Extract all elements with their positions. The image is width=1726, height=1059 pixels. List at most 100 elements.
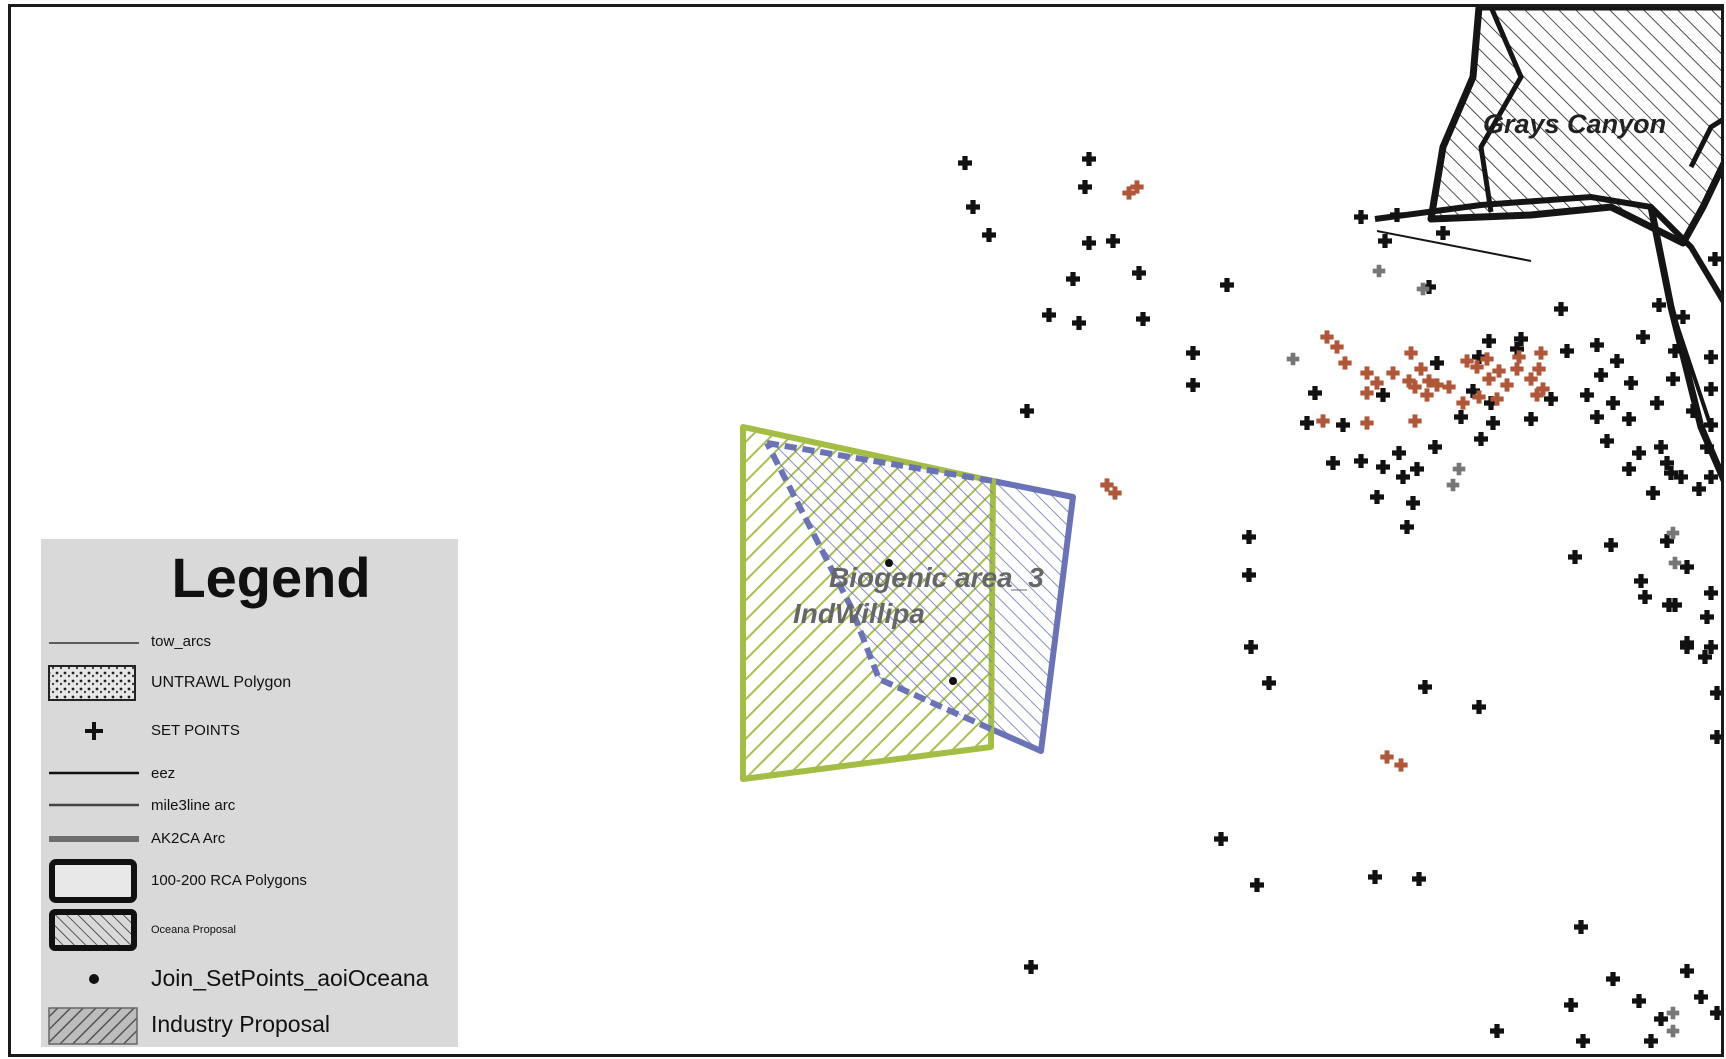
set-point-marker [1320, 330, 1334, 344]
set-point-marker [1472, 350, 1486, 364]
set-point-marker [1574, 920, 1588, 935]
legend-label: mile3line arc [151, 797, 236, 814]
grays-canyon-polygon[interactable] [1374, 7, 1724, 487]
set-point-marker [1708, 252, 1721, 266]
set-point-marker [1564, 998, 1578, 1013]
set-point-marker [1400, 520, 1414, 535]
set-point-marker [1490, 1024, 1504, 1038]
set-point-marker [1376, 388, 1390, 402]
set-point-marker [1492, 364, 1506, 378]
set-point-marker [1286, 352, 1300, 366]
set-point-marker [1262, 676, 1276, 691]
set-point-marker [1136, 312, 1150, 326]
set-point-marker [1680, 640, 1694, 655]
set-point-marker [1130, 180, 1144, 194]
set-point-marker [1186, 346, 1200, 360]
set-point-marker [1606, 972, 1620, 987]
set-point-marker [1544, 392, 1558, 406]
set-point-marker [1668, 556, 1682, 570]
set-point-marker [1244, 640, 1258, 655]
set-point-marker [1560, 344, 1574, 358]
join-points-layer [885, 559, 957, 685]
set-point-marker [1686, 404, 1700, 418]
set-point-marker [1622, 462, 1636, 476]
set-point-marker [1242, 568, 1256, 583]
map-canvas[interactable]: Grays Canyon Biogenic area_3 IndWillipa [11, 7, 1724, 1057]
set-point-marker [1634, 574, 1648, 589]
set-point-marker [1122, 186, 1136, 200]
set-point-marker [1710, 1006, 1721, 1020]
set-point-marker [1466, 384, 1480, 398]
set-point-marker [1512, 350, 1526, 364]
set-point-marker [1338, 356, 1352, 370]
set-point-marker [1650, 396, 1664, 410]
legend-item-oceana-proposal: Oceana Proposal [41, 907, 458, 953]
set-point-marker [1376, 460, 1390, 474]
set-point-marker [1472, 390, 1486, 404]
set-point-marker [1082, 236, 1096, 250]
set-point-marker [1354, 454, 1368, 468]
set-point-marker [1368, 870, 1382, 885]
set-point-marker [1700, 610, 1714, 625]
set-point-marker [958, 156, 973, 170]
set-point-marker [1396, 470, 1410, 484]
set-point-marker [1590, 338, 1604, 352]
set-point-marker [1100, 478, 1114, 492]
set-point-marker [1632, 994, 1646, 1009]
set-point-marker [1360, 366, 1374, 380]
set-point-marker [1354, 210, 1368, 224]
set-point-marker [1594, 368, 1608, 382]
set-point-marker [1326, 456, 1340, 470]
set-point-marker [1632, 446, 1646, 460]
set-point-marker [1220, 278, 1234, 292]
set-point-marker [1666, 372, 1680, 386]
set-point-marker [1250, 878, 1264, 893]
set-point-marker [1370, 490, 1384, 504]
map-frame: Grays Canyon Biogenic area_3 IndWillipa … [8, 4, 1724, 1057]
set-point-marker [1636, 330, 1650, 344]
set-point-marker [1082, 152, 1096, 166]
legend-label: tow_arcs [151, 633, 212, 650]
set-point-marker [1590, 410, 1604, 424]
set-point-marker [1372, 264, 1386, 278]
set-point-marker [1486, 416, 1500, 430]
set-point-marker [1600, 434, 1614, 448]
join-setpoint-dot [949, 677, 957, 685]
set-point-marker [1316, 414, 1330, 428]
set-point-marker [1704, 350, 1718, 364]
set-point-marker [1710, 686, 1721, 700]
set-point-marker [1510, 342, 1524, 356]
set-point-marker [1020, 404, 1034, 418]
set-point-marker [1710, 730, 1721, 744]
set-point-marker [1408, 380, 1422, 394]
set-point-marker [1242, 530, 1256, 545]
set-point-marker [1622, 412, 1636, 426]
set-point-marker [1664, 466, 1678, 480]
set-point-marker [1692, 482, 1706, 496]
set-point-marker [1654, 1012, 1668, 1026]
join-setpoint-dot [885, 559, 893, 567]
legend-item-ak2ca-arc: AK2CA Arc [41, 819, 458, 859]
set-point-marker [1646, 486, 1660, 500]
set-point-marker [1452, 462, 1466, 476]
set-point-marker [1704, 586, 1718, 601]
set-point-marker [1072, 316, 1086, 330]
set-point-marker [1078, 180, 1092, 194]
dot-marker-icon [89, 974, 99, 984]
set-point-marker [1704, 470, 1718, 484]
set-point-marker [1414, 362, 1428, 376]
map-label-grays-canyon: Grays Canyon [1483, 109, 1666, 139]
legend-item-set-points: SET POINTS [41, 711, 458, 751]
legend-label: eez [151, 765, 176, 782]
set-point-marker [982, 228, 997, 242]
set-point-marker [1446, 478, 1460, 492]
set-point-marker [1428, 440, 1442, 454]
set-point-marker [1456, 396, 1470, 410]
industry-proposal-polygon[interactable] [740, 424, 996, 782]
set-point-marker [1132, 266, 1146, 280]
set-point-marker [1420, 388, 1434, 402]
thick-box-icon [49, 859, 137, 903]
set-point-marker [1480, 352, 1494, 366]
set-point-marker [1610, 354, 1624, 368]
legend-item-eez: eez [41, 751, 458, 791]
